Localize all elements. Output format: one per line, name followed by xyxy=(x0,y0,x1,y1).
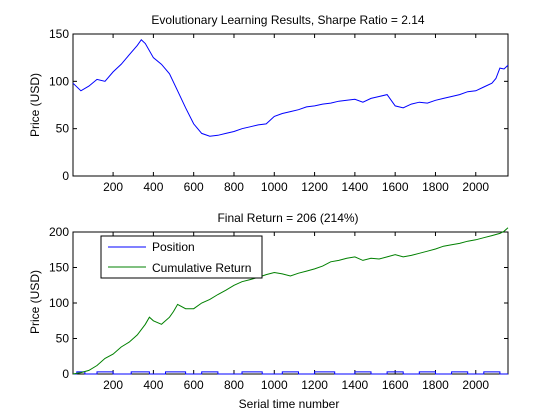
top-plot-ylabel: Price (USD) xyxy=(28,73,42,137)
bottom-xtick-label: 2000 xyxy=(462,378,489,392)
top-ytick-label: 100 xyxy=(49,74,69,88)
bottom-xtick-label: 1200 xyxy=(301,378,328,392)
bottom-xtick-label: 600 xyxy=(184,378,204,392)
bottom-ytick-label: 0 xyxy=(62,367,69,381)
top-ytick-label: 50 xyxy=(56,122,70,136)
bottom-xtick-label: 1800 xyxy=(422,378,449,392)
top-plot: Evolutionary Learning Results, Sharpe Ra… xyxy=(28,13,509,194)
bottom-xtick-label: 1600 xyxy=(382,378,409,392)
top-plot-title: Evolutionary Learning Results, Sharpe Ra… xyxy=(151,13,424,27)
top-plot-ticks: 200 400 600 800 1000 1200 1400 1600 1800 2000 0 50 1… xyxy=(49,27,508,194)
legend-label-cumulative-return: Cumulative Return xyxy=(152,261,251,275)
legend: Position Cumulative Return xyxy=(100,235,263,279)
bottom-series-line-position xyxy=(73,371,508,375)
legend-label-position: Position xyxy=(152,240,195,254)
top-xtick-label: 400 xyxy=(143,180,163,194)
bottom-plot-title: Final Return = 206 (214%) xyxy=(217,211,358,225)
bottom-xtick-label: 800 xyxy=(224,378,244,392)
bottom-ytick-label: 100 xyxy=(49,296,69,310)
bottom-ytick-label: 150 xyxy=(49,261,69,275)
bottom-plot-series xyxy=(72,227,509,375)
bottom-xtick-label: 400 xyxy=(143,378,163,392)
top-ytick-label: 150 xyxy=(49,27,69,41)
bottom-series-line-cumulative-return xyxy=(72,227,509,375)
top-xtick-label: 1800 xyxy=(422,180,449,194)
top-series-line-series-0 xyxy=(72,38,509,137)
bottom-xtick-label: 1000 xyxy=(261,378,288,392)
bottom-plot-ylabel: Price (USD) xyxy=(28,270,42,334)
bottom-xtick-label: 200 xyxy=(103,378,123,392)
top-xtick-label: 1200 xyxy=(301,180,328,194)
top-xtick-label: 1600 xyxy=(382,180,409,194)
top-xtick-label: 600 xyxy=(184,180,204,194)
top-xtick-label: 200 xyxy=(103,180,123,194)
bottom-plot-ticks: 200 400 600 800 1000 1200 1400 1600 1800 2000 0 50 1… xyxy=(49,225,508,392)
top-xtick-label: 800 xyxy=(224,180,244,194)
bottom-plot-xlabel: Serial time number xyxy=(239,397,340,411)
top-xtick-label: 2000 xyxy=(462,180,489,194)
top-plot-series xyxy=(72,38,509,137)
bottom-ytick-label: 50 xyxy=(56,332,70,346)
top-xtick-label: 1400 xyxy=(342,180,369,194)
bottom-xtick-label: 1400 xyxy=(342,378,369,392)
top-xtick-label: 1000 xyxy=(261,180,288,194)
top-ytick-label: 0 xyxy=(62,169,69,183)
top-plot-axes-box xyxy=(72,33,509,177)
legend-box xyxy=(100,235,263,279)
bottom-plot: Final Return = 206 (214%) Price (USD) Se… xyxy=(28,211,509,411)
bottom-ytick-label: 200 xyxy=(49,225,69,239)
